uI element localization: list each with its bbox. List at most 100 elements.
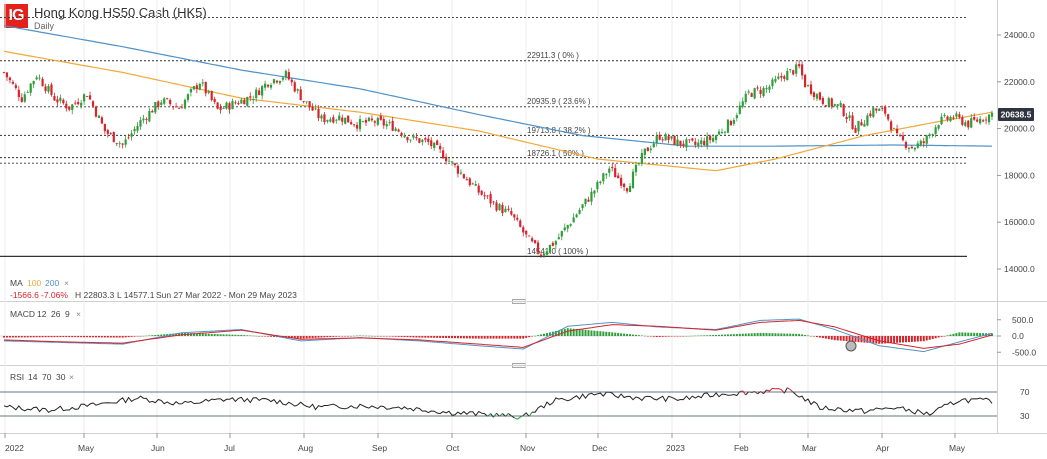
rsi-legend-close-icon[interactable]: × — [69, 372, 74, 382]
candle-body — [219, 107, 222, 110]
candle-body — [542, 253, 546, 256]
ohlc-info: -1566.6 -7.06% H 22803.3 L 14577.1 Sun 2… — [10, 290, 297, 300]
candle-body — [400, 132, 403, 136]
macd-histogram-bar — [335, 336, 338, 337]
candle-body — [646, 147, 649, 152]
candle-body — [430, 140, 433, 146]
macd-histogram-bar — [100, 336, 103, 338]
macd-histogram-bar — [738, 333, 741, 336]
candle-body — [157, 101, 160, 107]
candle-body — [489, 194, 492, 204]
candle-body — [611, 166, 614, 169]
macd-histogram-bar — [931, 336, 934, 339]
candle-body — [836, 104, 839, 106]
moving-averages — [3, 25, 993, 172]
macd-histogram-bar — [175, 333, 178, 336]
macd-histogram-bar — [777, 333, 780, 336]
macd-histogram-bar — [664, 336, 667, 337]
candle-body — [323, 114, 326, 123]
candle-body — [47, 85, 50, 92]
macd-histogram-bar — [115, 336, 118, 338]
macd-pane — [0, 318, 997, 353]
macd-histogram-bar — [904, 336, 907, 343]
ohlc-change: -1566.6 — [10, 290, 39, 300]
candle-body — [11, 81, 15, 84]
candle-body — [246, 97, 249, 106]
candle-body — [750, 93, 753, 97]
candle-body — [661, 139, 664, 141]
macd-histogram-bar — [896, 336, 899, 343]
macd-y-tick-label: -500.0 — [1012, 347, 1036, 357]
candle-body — [388, 122, 391, 124]
macd-histogram-bar — [20, 336, 23, 338]
macd-annotation-marker[interactable] — [845, 340, 857, 352]
candle-body — [649, 148, 652, 151]
candle-body — [94, 106, 98, 117]
macd-legend-close-icon[interactable]: × — [76, 309, 81, 319]
macd-histogram-bar — [29, 336, 32, 338]
macd-histogram-bar — [41, 336, 44, 338]
macd-histogram-bar — [47, 336, 50, 338]
instrument-title: Hong Kong HS50 Cash (HK5) — [34, 5, 207, 20]
ma-legend-close-icon[interactable]: × — [64, 278, 69, 288]
candle-body — [427, 138, 430, 142]
candle-body — [418, 138, 421, 143]
macd-histogram-bar — [412, 336, 415, 338]
candle-body — [895, 128, 899, 134]
macd-legend: MACD 12 26 9 × — [10, 309, 81, 319]
candle-body — [934, 127, 937, 134]
candle-body — [878, 108, 881, 111]
macd-histogram-bar — [240, 334, 243, 336]
candle-body — [765, 88, 768, 90]
macd-histogram-bar — [359, 335, 362, 336]
candle-body — [495, 202, 498, 211]
candle-body — [370, 118, 374, 121]
ma-legend: MA 100 200 × — [10, 278, 69, 288]
macd-histogram-bar — [578, 329, 581, 336]
candle-body — [622, 183, 626, 188]
macd-histogram-bar — [480, 336, 483, 339]
candle-body — [412, 135, 415, 138]
macd-histogram-bar — [703, 335, 706, 336]
candle-body — [890, 121, 893, 130]
candle-body — [403, 135, 406, 138]
candle-body — [557, 237, 560, 240]
candle-body — [706, 136, 709, 147]
candle-body — [525, 230, 528, 235]
macd-histogram-bar — [614, 332, 617, 336]
candle-body — [80, 102, 83, 106]
candle-body — [139, 120, 142, 127]
macd-histogram-bar — [566, 328, 569, 336]
macd-histogram-bar — [807, 335, 810, 336]
y-tick-label: 20000.0 — [1004, 124, 1035, 134]
macd-histogram-bar — [326, 336, 329, 338]
candle-body — [590, 191, 593, 202]
candle-body — [56, 99, 59, 103]
candle-body — [355, 124, 359, 129]
macd-histogram-bar — [53, 336, 56, 338]
macd-histogram-bar — [783, 333, 786, 336]
macd-histogram-bar — [771, 333, 774, 336]
candle-body — [560, 231, 563, 237]
candle-body — [872, 107, 875, 117]
macd-histogram-bar — [118, 336, 121, 338]
x-tick-label: Sep — [372, 443, 387, 453]
candle-body — [958, 114, 961, 118]
macd-histogram-bar — [643, 335, 646, 337]
macd-histogram-bar — [341, 336, 344, 337]
macd-histogram-bar — [925, 336, 928, 341]
macd-histogram-bar — [685, 336, 688, 337]
macd-histogram-bar — [513, 336, 516, 339]
macd-histogram-bar — [344, 336, 347, 337]
macd-histogram-bar — [26, 336, 29, 338]
candle-body — [252, 99, 255, 100]
rsi-y-tick-label: 30 — [1020, 411, 1030, 421]
candle-body — [599, 181, 602, 184]
macd-histogram-bar — [299, 336, 302, 339]
macd-histogram-bar — [320, 336, 323, 338]
candle-body — [587, 199, 590, 202]
candle-body — [406, 137, 409, 141]
candle-body — [884, 106, 887, 114]
ohlc-change-pct: -7.06% — [41, 290, 68, 300]
